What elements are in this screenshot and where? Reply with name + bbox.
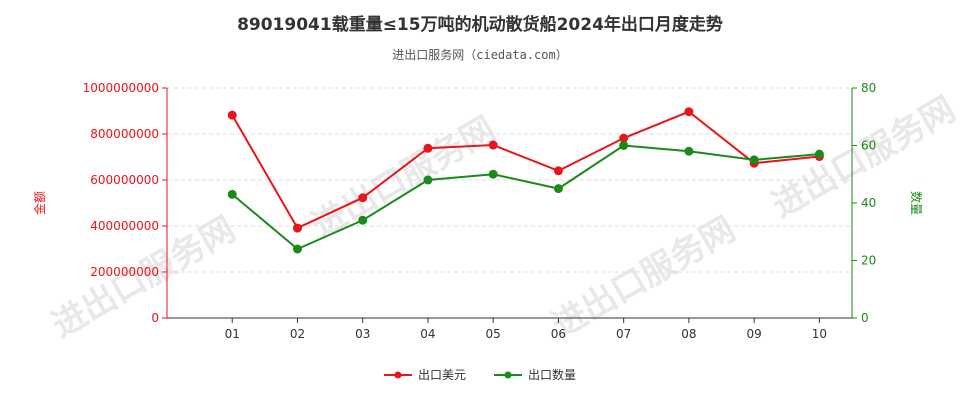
series-2-point xyxy=(423,175,433,185)
legend: 出口美元 出口数量 xyxy=(0,366,960,383)
x-tick-label: 08 xyxy=(681,327,696,341)
y-right-tick-label: 0 xyxy=(861,311,869,325)
chart-title: 89019041载重量≤15万吨的机动散货船2024年出口月度走势 xyxy=(237,15,723,35)
series-1-point xyxy=(358,193,368,203)
x-tick-label: 10 xyxy=(812,327,827,341)
x-tick-label: 02 xyxy=(290,327,305,341)
legend-item-series-1[interactable]: 出口美元 xyxy=(383,366,466,383)
x-tick-label: 03 xyxy=(355,327,370,341)
series-line-2 xyxy=(231,144,820,251)
series-1-point xyxy=(227,110,237,120)
series-2-point xyxy=(684,146,694,156)
legend-item-series-2[interactable]: 出口数量 xyxy=(494,366,576,383)
legend-swatch-series-1 xyxy=(383,371,412,378)
series-2-point xyxy=(292,244,302,254)
x-tick-label: 09 xyxy=(747,327,762,341)
series-2-point xyxy=(553,184,563,194)
series-1-point xyxy=(292,223,302,233)
series-1-point xyxy=(619,133,629,143)
legend-swatch-series-2 xyxy=(494,371,522,378)
series-2-point xyxy=(749,155,759,165)
x-tick-label: 04 xyxy=(420,327,435,341)
x-tick-label: 07 xyxy=(616,327,631,341)
y-left-tick-label: 400000000 xyxy=(90,219,159,233)
series-1-point xyxy=(488,140,498,150)
y-right-tick-label: 80 xyxy=(861,81,876,95)
series-2-point xyxy=(358,215,368,225)
series-1-point xyxy=(553,166,563,176)
series-2-point xyxy=(227,189,237,199)
y-left-tick-label: 1000000000 xyxy=(83,81,159,95)
y-left-tick-label: 800000000 xyxy=(90,127,159,141)
series-2-point xyxy=(814,149,824,159)
x-tick-label: 01 xyxy=(225,327,240,341)
series-1-point xyxy=(423,143,433,153)
y-right-tick-label: 60 xyxy=(861,139,876,153)
y-left-tick-label: 0 xyxy=(151,311,159,325)
x-tick-label: 06 xyxy=(551,327,566,341)
series-2-point xyxy=(488,169,498,179)
y-left-tick-label: 200000000 xyxy=(90,265,159,279)
x-tick-label: 05 xyxy=(486,327,501,341)
y-right-tick-label: 20 xyxy=(861,254,876,268)
legend-label-series-2: 出口数量 xyxy=(528,368,577,382)
y-left-tick-label: 600000000 xyxy=(90,173,159,187)
y-right-axis-title: 数量 xyxy=(909,191,924,215)
legend-label-series-1: 出口美元 xyxy=(417,368,466,382)
chart-subtitle: 进出口服务网（ciedata.com） xyxy=(392,48,568,62)
series-1-point xyxy=(684,107,694,117)
series-2-point xyxy=(619,141,629,150)
series-line-1 xyxy=(231,110,820,230)
y-left-axis-title: 金额 xyxy=(32,191,47,215)
y-right-tick-label: 40 xyxy=(861,196,876,210)
